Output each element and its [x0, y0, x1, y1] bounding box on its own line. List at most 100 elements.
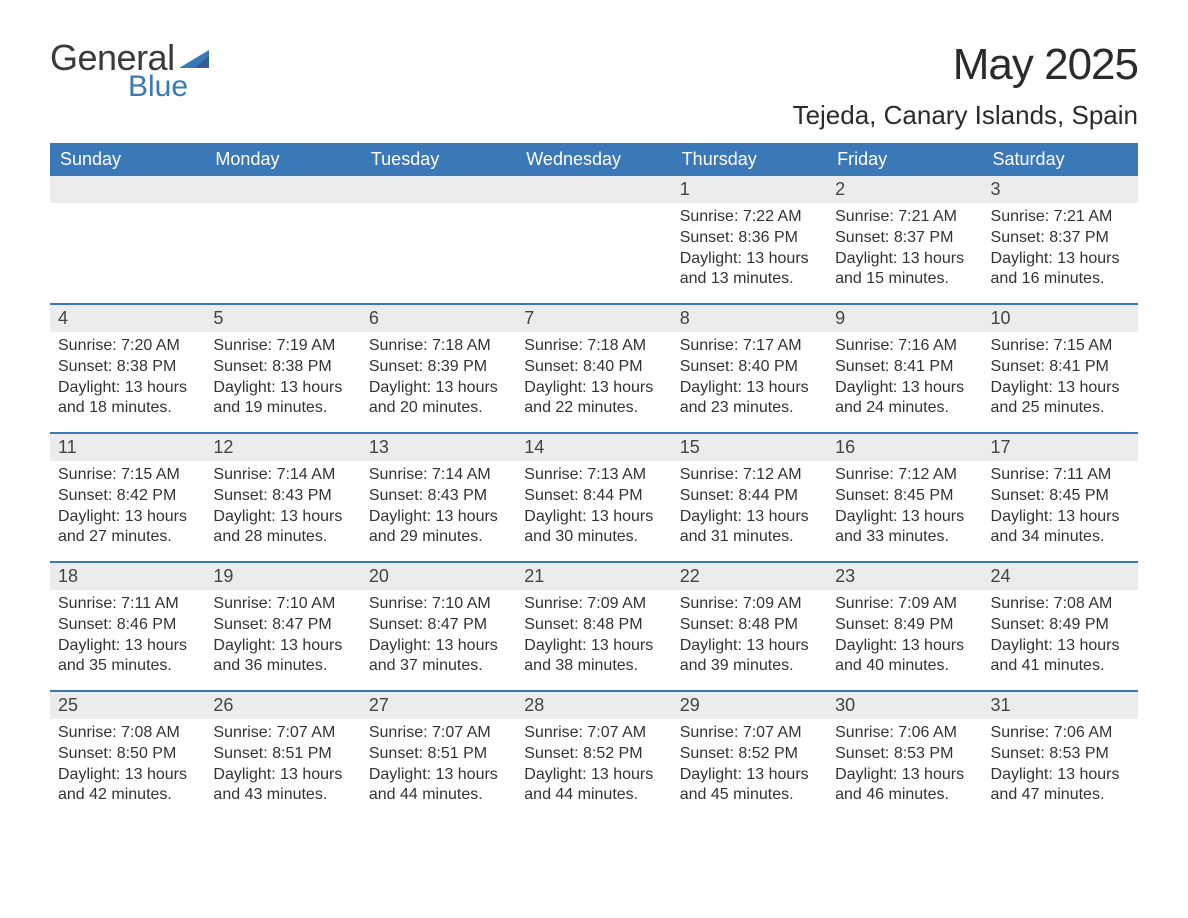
sunrise-line: Sunrise: 7:09 AM: [835, 594, 974, 615]
daylight-line: Daylight: 13 hours and 38 minutes.: [524, 636, 663, 678]
sunset-line: Sunset: 8:46 PM: [58, 615, 197, 636]
calendar-day-cell: 27Sunrise: 7:07 AMSunset: 8:51 PMDayligh…: [361, 692, 516, 820]
daylight-line: Daylight: 13 hours and 41 minutes.: [991, 636, 1130, 678]
calendar-day-cell: 4Sunrise: 7:20 AMSunset: 8:38 PMDaylight…: [50, 305, 205, 433]
day-details: Sunrise: 7:14 AMSunset: 8:43 PMDaylight:…: [205, 461, 360, 554]
day-number: 27: [361, 692, 516, 719]
calendar-body: 1Sunrise: 7:22 AMSunset: 8:36 PMDaylight…: [50, 176, 1138, 820]
day-details: Sunrise: 7:15 AMSunset: 8:41 PMDaylight:…: [983, 332, 1138, 425]
sunset-line: Sunset: 8:37 PM: [991, 228, 1130, 249]
day-details: Sunrise: 7:21 AMSunset: 8:37 PMDaylight:…: [827, 203, 982, 296]
sunrise-line: Sunrise: 7:14 AM: [369, 465, 508, 486]
sunset-line: Sunset: 8:48 PM: [680, 615, 819, 636]
sunset-line: Sunset: 8:44 PM: [524, 486, 663, 507]
day-details: Sunrise: 7:10 AMSunset: 8:47 PMDaylight:…: [361, 590, 516, 683]
calendar-week-row: 18Sunrise: 7:11 AMSunset: 8:46 PMDayligh…: [50, 563, 1138, 691]
sunrise-line: Sunrise: 7:09 AM: [524, 594, 663, 615]
day-details: Sunrise: 7:16 AMSunset: 8:41 PMDaylight:…: [827, 332, 982, 425]
day-number: 1: [672, 176, 827, 203]
calendar-week-row: 11Sunrise: 7:15 AMSunset: 8:42 PMDayligh…: [50, 434, 1138, 562]
calendar-week-row: 25Sunrise: 7:08 AMSunset: 8:50 PMDayligh…: [50, 692, 1138, 820]
calendar-day-cell: [361, 176, 516, 304]
calendar-day-cell: 18Sunrise: 7:11 AMSunset: 8:46 PMDayligh…: [50, 563, 205, 691]
calendar-week-row: 4Sunrise: 7:20 AMSunset: 8:38 PMDaylight…: [50, 305, 1138, 433]
weekday-header: Tuesday: [361, 143, 516, 176]
sunrise-line: Sunrise: 7:07 AM: [680, 723, 819, 744]
daylight-line: Daylight: 13 hours and 15 minutes.: [835, 249, 974, 291]
calendar-day-cell: 9Sunrise: 7:16 AMSunset: 8:41 PMDaylight…: [827, 305, 982, 433]
title-block: May 2025 Tejeda, Canary Islands, Spain: [793, 40, 1138, 137]
calendar-day-cell: 30Sunrise: 7:06 AMSunset: 8:53 PMDayligh…: [827, 692, 982, 820]
sunrise-line: Sunrise: 7:11 AM: [58, 594, 197, 615]
day-number: 16: [827, 434, 982, 461]
day-number: 23: [827, 563, 982, 590]
weekday-header: Saturday: [983, 143, 1138, 176]
day-number: 2: [827, 176, 982, 203]
calendar-day-cell: 24Sunrise: 7:08 AMSunset: 8:49 PMDayligh…: [983, 563, 1138, 691]
sunset-line: Sunset: 8:43 PM: [213, 486, 352, 507]
sunset-line: Sunset: 8:51 PM: [213, 744, 352, 765]
calendar-day-cell: 7Sunrise: 7:18 AMSunset: 8:40 PMDaylight…: [516, 305, 671, 433]
sunset-line: Sunset: 8:53 PM: [835, 744, 974, 765]
sunset-line: Sunset: 8:40 PM: [524, 357, 663, 378]
calendar-day-cell: 23Sunrise: 7:09 AMSunset: 8:49 PMDayligh…: [827, 563, 982, 691]
day-details: Sunrise: 7:15 AMSunset: 8:42 PMDaylight:…: [50, 461, 205, 554]
sunset-line: Sunset: 8:37 PM: [835, 228, 974, 249]
day-details: Sunrise: 7:17 AMSunset: 8:40 PMDaylight:…: [672, 332, 827, 425]
daylight-line: Daylight: 13 hours and 13 minutes.: [680, 249, 819, 291]
day-details: Sunrise: 7:06 AMSunset: 8:53 PMDaylight:…: [983, 719, 1138, 812]
weekday-header-row: Sunday Monday Tuesday Wednesday Thursday…: [50, 143, 1138, 176]
calendar-day-cell: 6Sunrise: 7:18 AMSunset: 8:39 PMDaylight…: [361, 305, 516, 433]
day-details: Sunrise: 7:12 AMSunset: 8:45 PMDaylight:…: [827, 461, 982, 554]
day-details: Sunrise: 7:08 AMSunset: 8:50 PMDaylight:…: [50, 719, 205, 812]
calendar-day-cell: 17Sunrise: 7:11 AMSunset: 8:45 PMDayligh…: [983, 434, 1138, 562]
calendar-day-cell: 3Sunrise: 7:21 AMSunset: 8:37 PMDaylight…: [983, 176, 1138, 304]
sunset-line: Sunset: 8:45 PM: [835, 486, 974, 507]
page-header: General Blue May 2025 Tejeda, Canary Isl…: [50, 40, 1138, 137]
daylight-line: Daylight: 13 hours and 18 minutes.: [58, 378, 197, 420]
calendar-day-cell: 26Sunrise: 7:07 AMSunset: 8:51 PMDayligh…: [205, 692, 360, 820]
day-number: 12: [205, 434, 360, 461]
daylight-line: Daylight: 13 hours and 36 minutes.: [213, 636, 352, 678]
calendar-week-row: 1Sunrise: 7:22 AMSunset: 8:36 PMDaylight…: [50, 176, 1138, 304]
day-number-empty: [50, 176, 205, 203]
daylight-line: Daylight: 13 hours and 27 minutes.: [58, 507, 197, 549]
sunrise-line: Sunrise: 7:07 AM: [213, 723, 352, 744]
calendar-day-cell: 28Sunrise: 7:07 AMSunset: 8:52 PMDayligh…: [516, 692, 671, 820]
daylight-line: Daylight: 13 hours and 16 minutes.: [991, 249, 1130, 291]
daylight-line: Daylight: 13 hours and 46 minutes.: [835, 765, 974, 807]
calendar-table: Sunday Monday Tuesday Wednesday Thursday…: [50, 143, 1138, 820]
day-details: Sunrise: 7:09 AMSunset: 8:49 PMDaylight:…: [827, 590, 982, 683]
sunrise-line: Sunrise: 7:13 AM: [524, 465, 663, 486]
daylight-line: Daylight: 13 hours and 40 minutes.: [835, 636, 974, 678]
daylight-line: Daylight: 13 hours and 39 minutes.: [680, 636, 819, 678]
day-number: 30: [827, 692, 982, 719]
calendar-day-cell: 20Sunrise: 7:10 AMSunset: 8:47 PMDayligh…: [361, 563, 516, 691]
day-details: Sunrise: 7:14 AMSunset: 8:43 PMDaylight:…: [361, 461, 516, 554]
day-number-empty: [361, 176, 516, 203]
day-number: 26: [205, 692, 360, 719]
sunset-line: Sunset: 8:43 PM: [369, 486, 508, 507]
calendar-day-cell: 14Sunrise: 7:13 AMSunset: 8:44 PMDayligh…: [516, 434, 671, 562]
sunrise-line: Sunrise: 7:21 AM: [991, 207, 1130, 228]
daylight-line: Daylight: 13 hours and 31 minutes.: [680, 507, 819, 549]
day-number: 21: [516, 563, 671, 590]
daylight-line: Daylight: 13 hours and 29 minutes.: [369, 507, 508, 549]
sunset-line: Sunset: 8:41 PM: [991, 357, 1130, 378]
day-details: Sunrise: 7:06 AMSunset: 8:53 PMDaylight:…: [827, 719, 982, 812]
logo-text-blue: Blue: [128, 72, 213, 102]
daylight-line: Daylight: 13 hours and 44 minutes.: [369, 765, 508, 807]
day-number: 29: [672, 692, 827, 719]
sunset-line: Sunset: 8:49 PM: [835, 615, 974, 636]
sunrise-line: Sunrise: 7:15 AM: [991, 336, 1130, 357]
day-number: 22: [672, 563, 827, 590]
sunrise-line: Sunrise: 7:18 AM: [369, 336, 508, 357]
daylight-line: Daylight: 13 hours and 47 minutes.: [991, 765, 1130, 807]
daylight-line: Daylight: 13 hours and 44 minutes.: [524, 765, 663, 807]
sunrise-line: Sunrise: 7:17 AM: [680, 336, 819, 357]
sunset-line: Sunset: 8:52 PM: [524, 744, 663, 765]
calendar-day-cell: 10Sunrise: 7:15 AMSunset: 8:41 PMDayligh…: [983, 305, 1138, 433]
daylight-line: Daylight: 13 hours and 33 minutes.: [835, 507, 974, 549]
daylight-line: Daylight: 13 hours and 35 minutes.: [58, 636, 197, 678]
sunrise-line: Sunrise: 7:08 AM: [58, 723, 197, 744]
